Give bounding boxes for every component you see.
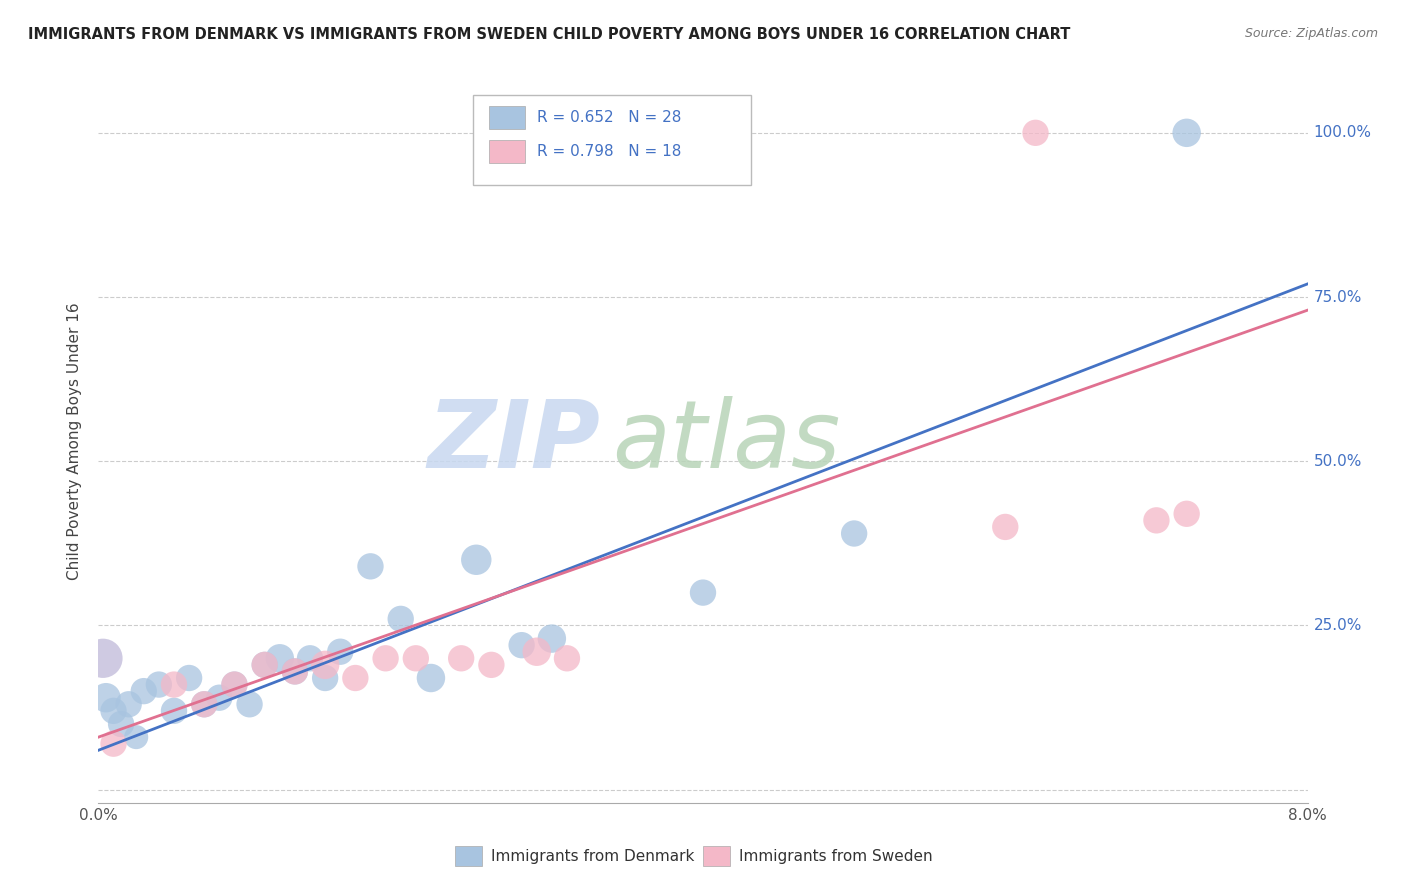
Text: R = 0.652   N = 28: R = 0.652 N = 28 bbox=[537, 110, 682, 125]
FancyBboxPatch shape bbox=[703, 847, 730, 866]
Text: Source: ZipAtlas.com: Source: ZipAtlas.com bbox=[1244, 27, 1378, 40]
Point bbox=[284, 665, 307, 679]
Point bbox=[1175, 126, 1198, 140]
Point bbox=[299, 651, 322, 665]
Text: IMMIGRANTS FROM DENMARK VS IMMIGRANTS FROM SWEDEN CHILD POVERTY AMONG BOYS UNDER: IMMIGRANTS FROM DENMARK VS IMMIGRANTS FR… bbox=[28, 27, 1070, 42]
Point bbox=[118, 698, 141, 712]
Text: Immigrants from Sweden: Immigrants from Sweden bbox=[740, 849, 934, 863]
Text: ZIP: ZIP bbox=[427, 395, 600, 488]
Text: 75.0%: 75.0% bbox=[1313, 290, 1362, 304]
Point bbox=[314, 671, 336, 685]
Point bbox=[193, 698, 215, 712]
Point bbox=[555, 651, 578, 665]
Point bbox=[1175, 507, 1198, 521]
Point bbox=[163, 704, 186, 718]
FancyBboxPatch shape bbox=[456, 847, 482, 866]
Point bbox=[103, 704, 125, 718]
Point bbox=[344, 671, 367, 685]
Point bbox=[253, 657, 276, 672]
FancyBboxPatch shape bbox=[474, 95, 751, 185]
Point bbox=[193, 698, 215, 712]
Point bbox=[1025, 126, 1047, 140]
Point bbox=[420, 671, 443, 685]
Point bbox=[405, 651, 427, 665]
FancyBboxPatch shape bbox=[489, 140, 526, 163]
Point bbox=[994, 520, 1017, 534]
Point bbox=[269, 651, 291, 665]
Point bbox=[148, 677, 170, 691]
Point bbox=[132, 684, 155, 698]
Point bbox=[239, 698, 262, 712]
Point bbox=[329, 645, 352, 659]
Text: 25.0%: 25.0% bbox=[1313, 618, 1362, 633]
Point bbox=[360, 559, 382, 574]
Point bbox=[125, 730, 148, 744]
Point bbox=[844, 526, 866, 541]
FancyBboxPatch shape bbox=[489, 105, 526, 128]
Point bbox=[389, 612, 412, 626]
Point bbox=[526, 645, 548, 659]
Text: Immigrants from Denmark: Immigrants from Denmark bbox=[492, 849, 695, 863]
Point bbox=[510, 638, 533, 652]
Point bbox=[314, 657, 336, 672]
Point bbox=[208, 690, 231, 705]
Text: atlas: atlas bbox=[613, 396, 841, 487]
Point bbox=[179, 671, 201, 685]
Point bbox=[224, 677, 246, 691]
Point bbox=[91, 651, 114, 665]
Point bbox=[284, 665, 307, 679]
Point bbox=[103, 737, 125, 751]
Point bbox=[94, 690, 117, 705]
Point bbox=[374, 651, 396, 665]
Point bbox=[465, 553, 488, 567]
Point bbox=[224, 677, 246, 691]
Point bbox=[1146, 513, 1168, 527]
Point bbox=[450, 651, 472, 665]
Text: R = 0.798   N = 18: R = 0.798 N = 18 bbox=[537, 145, 682, 160]
Text: 50.0%: 50.0% bbox=[1313, 454, 1362, 468]
Point bbox=[110, 717, 132, 731]
Point bbox=[481, 657, 503, 672]
Point bbox=[692, 585, 714, 599]
Point bbox=[163, 677, 186, 691]
Text: 100.0%: 100.0% bbox=[1313, 126, 1372, 140]
Y-axis label: Child Poverty Among Boys Under 16: Child Poverty Among Boys Under 16 bbox=[67, 302, 83, 581]
Point bbox=[540, 632, 562, 646]
Point bbox=[253, 657, 276, 672]
